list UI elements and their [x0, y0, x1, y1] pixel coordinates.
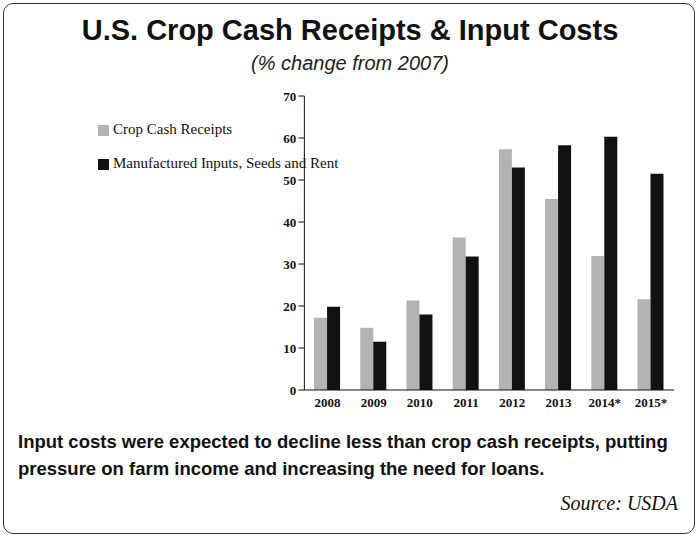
svg-text:2012: 2012: [499, 395, 525, 410]
html-text:Input costs were expected to d: Input costs were expected to decline les…: [18, 431, 668, 479]
svg-text:2008: 2008: [314, 395, 341, 410]
svg-text:2013: 2013: [545, 395, 572, 410]
svg-text:2010: 2010: [407, 395, 433, 410]
svg-text:2015*: 2015*: [635, 395, 668, 410]
svg-text:20: 20: [283, 299, 296, 314]
svg-text:2011: 2011: [453, 395, 478, 410]
svg-text:70: 70: [283, 89, 296, 104]
svg-text:40: 40: [283, 215, 296, 230]
svg-text:10: 10: [283, 341, 296, 356]
svg-text:2009: 2009: [361, 395, 388, 410]
svg-text:0: 0: [290, 383, 297, 398]
html-text:Crop Cash Receipts: Crop Cash Receipts: [113, 121, 233, 137]
html-text:Source: USDA: Source: USDA: [560, 492, 678, 514]
svg-text:30: 30: [283, 257, 296, 272]
svg-text:60: 60: [283, 131, 296, 146]
html-text:U.S. Crop Cash Receipts & Inpu: U.S. Crop Cash Receipts & Input Costs: [81, 14, 619, 46]
svg-text:50: 50: [283, 173, 296, 188]
svg-text:2014*: 2014*: [588, 395, 621, 410]
html-text:(% change from 2007): (% change from 2007): [251, 52, 449, 74]
html-text:Manufactured Inputs, Seeds and: Manufactured Inputs, Seeds and Rent: [113, 155, 339, 171]
